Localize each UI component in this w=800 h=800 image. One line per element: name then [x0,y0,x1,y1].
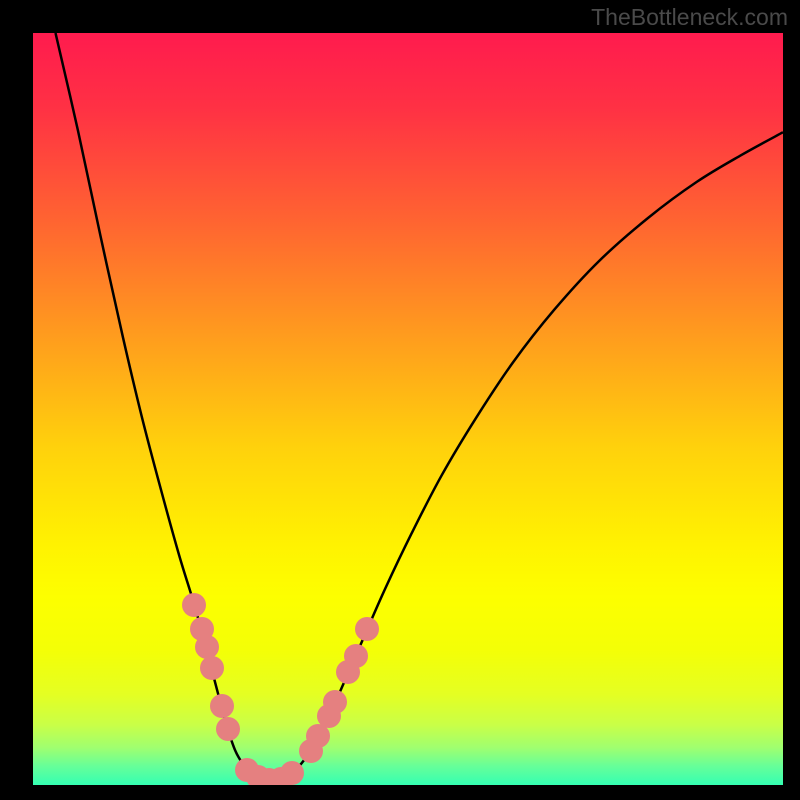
data-marker [323,690,347,714]
data-marker [216,717,240,741]
data-marker [200,656,224,680]
watermark-text: TheBottleneck.com [591,4,788,31]
data-marker [210,694,234,718]
data-marker [355,617,379,641]
data-marker [306,724,330,748]
plot-area [33,33,783,785]
bottleneck-curve [33,33,783,785]
data-marker [280,761,304,785]
data-marker [182,593,206,617]
data-marker [195,635,219,659]
data-marker [344,644,368,668]
